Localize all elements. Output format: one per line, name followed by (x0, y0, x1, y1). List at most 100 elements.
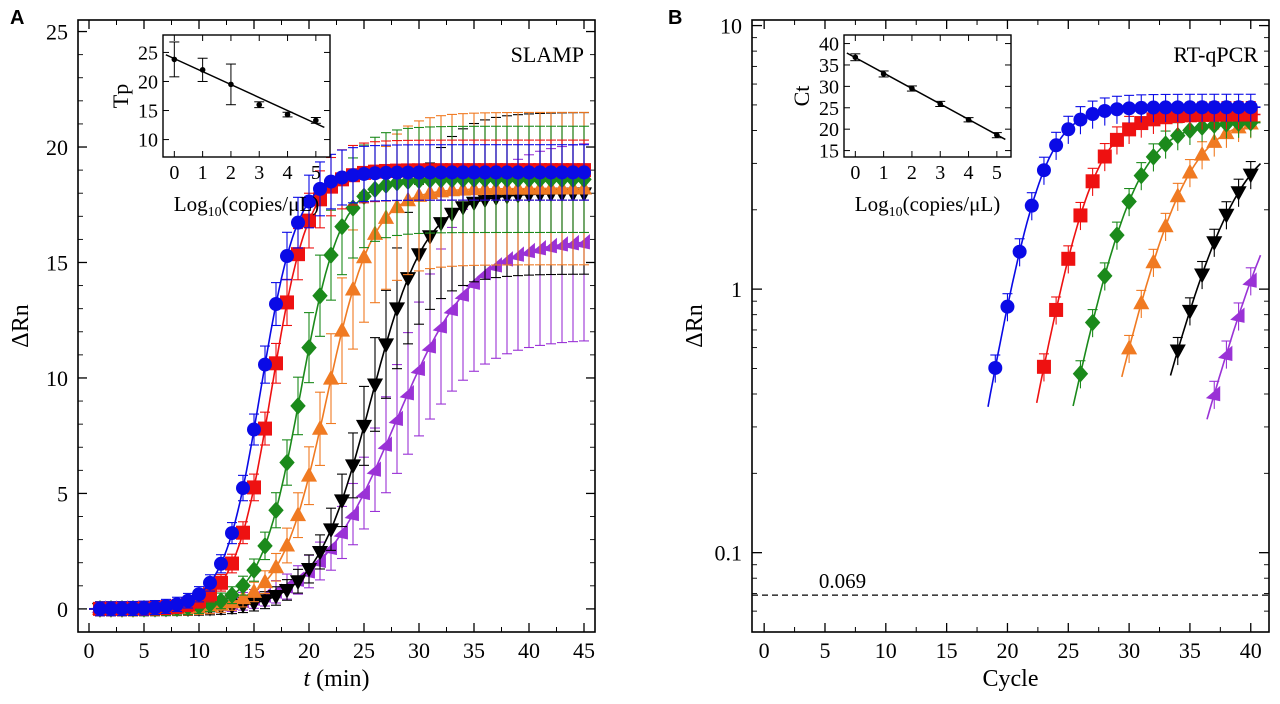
x-tick-label: 25 (353, 638, 375, 663)
inset-point (937, 101, 944, 107)
data-point (312, 286, 328, 305)
data-point (1085, 107, 1100, 122)
data-point (520, 242, 535, 259)
x-tick-label: 0 (759, 638, 770, 663)
data-point (1205, 385, 1221, 402)
data-point (346, 168, 360, 183)
data-point (236, 481, 250, 496)
data-point (1000, 299, 1015, 314)
data-point (1097, 267, 1113, 285)
y-tick-label: 15 (46, 250, 68, 275)
data-point (1097, 103, 1112, 118)
y-tick-label: 20 (46, 135, 68, 160)
fit-curve (89, 187, 590, 610)
data-point (301, 338, 317, 357)
data-point (467, 165, 481, 180)
data-point (1242, 272, 1257, 288)
inset-y-tick-label: 15 (138, 101, 158, 123)
inset-point (994, 132, 1000, 138)
x-tick-label: 0 (84, 638, 95, 663)
data-point (278, 583, 296, 599)
series-purple (1205, 254, 1262, 420)
data-point (1109, 226, 1125, 244)
data-point (291, 215, 305, 230)
data-point (344, 459, 362, 475)
data-point (1219, 100, 1234, 115)
series-layer-a (88, 111, 593, 618)
fit-curve (1169, 163, 1262, 376)
data-point (335, 170, 349, 185)
data-point (1181, 163, 1198, 179)
data-point (533, 165, 547, 180)
data-point (377, 436, 392, 452)
x-tick-label: 5 (139, 638, 150, 663)
data-point (1230, 307, 1245, 323)
inset-y-tick-label: 15 (819, 141, 839, 163)
x-tick-label: 40 (518, 638, 540, 663)
data-point (344, 505, 359, 522)
data-point (1182, 100, 1197, 115)
inset-x-tick-label: 2 (907, 162, 917, 184)
data-point (333, 321, 351, 337)
inset-fit-line (165, 54, 325, 129)
data-point (322, 539, 337, 556)
data-point (311, 420, 329, 435)
y-tick-label: 10 (46, 366, 68, 391)
data-point (291, 247, 305, 262)
y-tick-label: 10 (720, 14, 742, 39)
fit-curve (89, 178, 590, 610)
data-point (280, 295, 294, 310)
data-point (148, 600, 162, 615)
inset-x-tick-label: 3 (254, 162, 264, 184)
data-point (1206, 236, 1223, 251)
fit-curve (89, 169, 590, 610)
data-point (289, 575, 307, 590)
fit-curve (1072, 121, 1261, 407)
data-point (302, 194, 316, 209)
data-point (1084, 313, 1101, 332)
data-point (401, 165, 415, 180)
data-point (246, 561, 262, 579)
inset-x-label-sub: 10 (889, 205, 903, 220)
data-point (245, 597, 263, 612)
data-point (258, 357, 272, 372)
threshold-label: 0.069 (819, 569, 866, 593)
data-point (423, 165, 437, 180)
data-point (181, 593, 195, 608)
inset-y-label: Tp (108, 84, 133, 108)
data-point (256, 594, 274, 609)
data-point (1169, 344, 1186, 360)
inset-frame (843, 34, 1012, 158)
data-point (1170, 100, 1185, 115)
x-tick-label: 20 (996, 638, 1018, 663)
data-point (388, 302, 406, 318)
data-point (225, 556, 239, 571)
data-point (1206, 133, 1223, 148)
inset-point (256, 101, 263, 108)
inset-point (313, 117, 319, 124)
data-point (192, 587, 206, 602)
inset-x-tick-label: 2 (226, 162, 236, 184)
data-point (1207, 100, 1222, 115)
data-point (311, 545, 329, 561)
x-tick-label: 40 (1240, 638, 1262, 663)
data-point (575, 233, 590, 250)
inset-x-tick-label: 5 (311, 162, 321, 184)
y-tick-label: 0.1 (715, 541, 743, 566)
data-point (434, 165, 448, 180)
data-point (324, 174, 338, 189)
data-point (1049, 138, 1064, 153)
data-point (544, 165, 558, 180)
data-point (988, 360, 1003, 375)
series-orange (1121, 110, 1261, 378)
data-point (1024, 198, 1039, 213)
data-point (445, 165, 459, 180)
data-point (377, 338, 395, 354)
data-point (1073, 112, 1088, 127)
data-point (202, 595, 218, 613)
data-point (1109, 102, 1124, 117)
inset-x-tick-label: 1 (879, 162, 889, 184)
